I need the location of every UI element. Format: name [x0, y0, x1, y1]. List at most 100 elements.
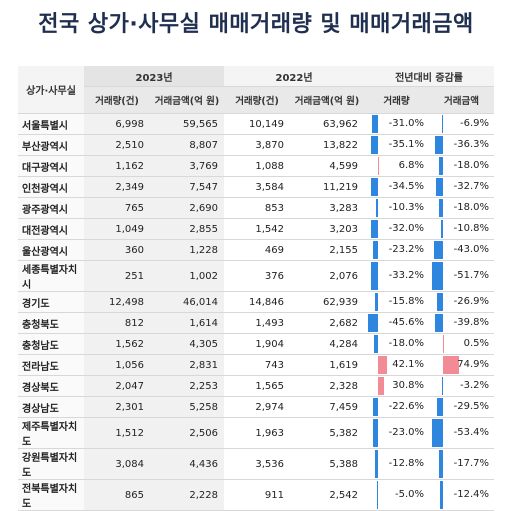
volume-2022-cell: 376 — [224, 261, 290, 292]
region-cell: 충청남도 — [18, 334, 84, 355]
volume-change-label: -22.6% — [364, 397, 429, 417]
amount-change-cell: -51.7% — [429, 261, 494, 292]
amount-change-label: -51.7% — [429, 266, 494, 286]
amount-change-label: -32.7% — [429, 177, 494, 197]
amount-2023-cell: 1,228 — [150, 240, 224, 261]
amount-change-cell: -3.2% — [429, 376, 494, 397]
region-cell: 인천광역시 — [18, 177, 84, 198]
volume-change-label: -10.3% — [364, 198, 429, 218]
region-cell: 경상북도 — [18, 376, 84, 397]
amount-2022-cell: 63,962 — [290, 114, 364, 135]
column-header-row: 거래량(건) 거래금액(억 원) 거래량(건) 거래금액(억 원) 거래량 거래… — [18, 87, 494, 114]
data-table-wrapper: 상가·사무실 2023년 2022년 전년대비 증감률 거래량(건) 거래금액(… — [18, 66, 494, 511]
region-cell: 광주광역시 — [18, 198, 84, 219]
amount-change-cell: -43.0% — [429, 240, 494, 261]
volume-2022-cell: 10,149 — [224, 114, 290, 135]
group-header-change: 전년대비 증감률 — [364, 66, 494, 87]
volume-change-cell: -10.3% — [364, 198, 429, 219]
volume-2023-cell: 765 — [84, 198, 150, 219]
region-cell: 울산광역시 — [18, 240, 84, 261]
amount-change-label: -10.8% — [429, 219, 494, 239]
volume-change-label: -23.0% — [364, 423, 429, 443]
amount-2023-cell: 2,253 — [150, 376, 224, 397]
amount-2023-cell: 8,807 — [150, 135, 224, 156]
amount-change-cell: -36.3% — [429, 135, 494, 156]
volume-change-label: -5.0% — [364, 485, 429, 505]
volume-change-label: 6.8% — [364, 156, 429, 176]
amount-change-label: -36.3% — [429, 135, 494, 155]
volume-2023-cell: 6,998 — [84, 114, 150, 135]
amount-2023-cell: 4,305 — [150, 334, 224, 355]
volume-change-cell: -18.0% — [364, 334, 429, 355]
volume-2023-cell: 360 — [84, 240, 150, 261]
amount-2022-cell: 4,599 — [290, 156, 364, 177]
column-header: 거래량(건) — [224, 87, 290, 114]
volume-2022-cell: 1,963 — [224, 418, 290, 449]
amount-change-label: -53.4% — [429, 423, 494, 443]
amount-change-label: 74.9% — [429, 355, 494, 375]
volume-change-label: -32.0% — [364, 219, 429, 239]
amount-2023-cell: 4,436 — [150, 449, 224, 480]
volume-change-cell: -33.2% — [364, 261, 429, 292]
volume-change-label: 42.1% — [364, 355, 429, 375]
amount-change-label: -26.9% — [429, 292, 494, 312]
amount-change-cell: -32.7% — [429, 177, 494, 198]
volume-2023-cell: 2,510 — [84, 135, 150, 156]
amount-change-label: -17.7% — [429, 454, 494, 474]
amount-2022-cell: 5,388 — [290, 449, 364, 480]
amount-2022-cell: 62,939 — [290, 292, 364, 313]
region-cell: 전라남도 — [18, 355, 84, 376]
amount-2023-cell: 5,258 — [150, 397, 224, 418]
volume-2022-cell: 1,565 — [224, 376, 290, 397]
volume-change-cell: -31.0% — [364, 114, 429, 135]
amount-2023-cell: 2,506 — [150, 418, 224, 449]
amount-2022-cell: 7,459 — [290, 397, 364, 418]
column-header: 거래금액(억 원) — [150, 87, 224, 114]
volume-change-cell: -22.6% — [364, 397, 429, 418]
amount-change-cell: -26.9% — [429, 292, 494, 313]
volume-change-cell: -23.2% — [364, 240, 429, 261]
amount-change-cell: -6.9% — [429, 114, 494, 135]
volume-change-cell: -12.8% — [364, 449, 429, 480]
volume-2023-cell: 1,562 — [84, 334, 150, 355]
volume-change-cell: -5.0% — [364, 480, 429, 511]
amount-2023-cell: 2,690 — [150, 198, 224, 219]
amount-change-cell: -10.8% — [429, 219, 494, 240]
amount-2023-cell: 1,614 — [150, 313, 224, 334]
volume-2023-cell: 2,301 — [84, 397, 150, 418]
amount-2023-cell: 2,831 — [150, 355, 224, 376]
amount-change-label: -18.0% — [429, 198, 494, 218]
volume-change-label: -34.5% — [364, 177, 429, 197]
region-cell: 세종특별자치시 — [18, 261, 84, 292]
volume-change-cell: 42.1% — [364, 355, 429, 376]
amount-change-cell: -18.0% — [429, 198, 494, 219]
volume-change-label: -31.0% — [364, 114, 429, 134]
volume-2023-cell: 1,049 — [84, 219, 150, 240]
volume-2023-cell: 3,084 — [84, 449, 150, 480]
volume-change-cell: 6.8% — [364, 156, 429, 177]
volume-2022-cell: 3,536 — [224, 449, 290, 480]
region-cell: 경기도 — [18, 292, 84, 313]
volume-2022-cell: 853 — [224, 198, 290, 219]
amount-change-label: -39.8% — [429, 313, 494, 333]
region-cell: 부산광역시 — [18, 135, 84, 156]
volume-2023-cell: 865 — [84, 480, 150, 511]
amount-change-label: -6.9% — [429, 114, 494, 134]
volume-2022-cell: 1,542 — [224, 219, 290, 240]
volume-2023-cell: 812 — [84, 313, 150, 334]
volume-change-label: -15.8% — [364, 292, 429, 312]
volume-2023-cell: 251 — [84, 261, 150, 292]
amount-2022-cell: 2,155 — [290, 240, 364, 261]
volume-change-cell: -34.5% — [364, 177, 429, 198]
region-cell: 제주특별자치도 — [18, 418, 84, 449]
